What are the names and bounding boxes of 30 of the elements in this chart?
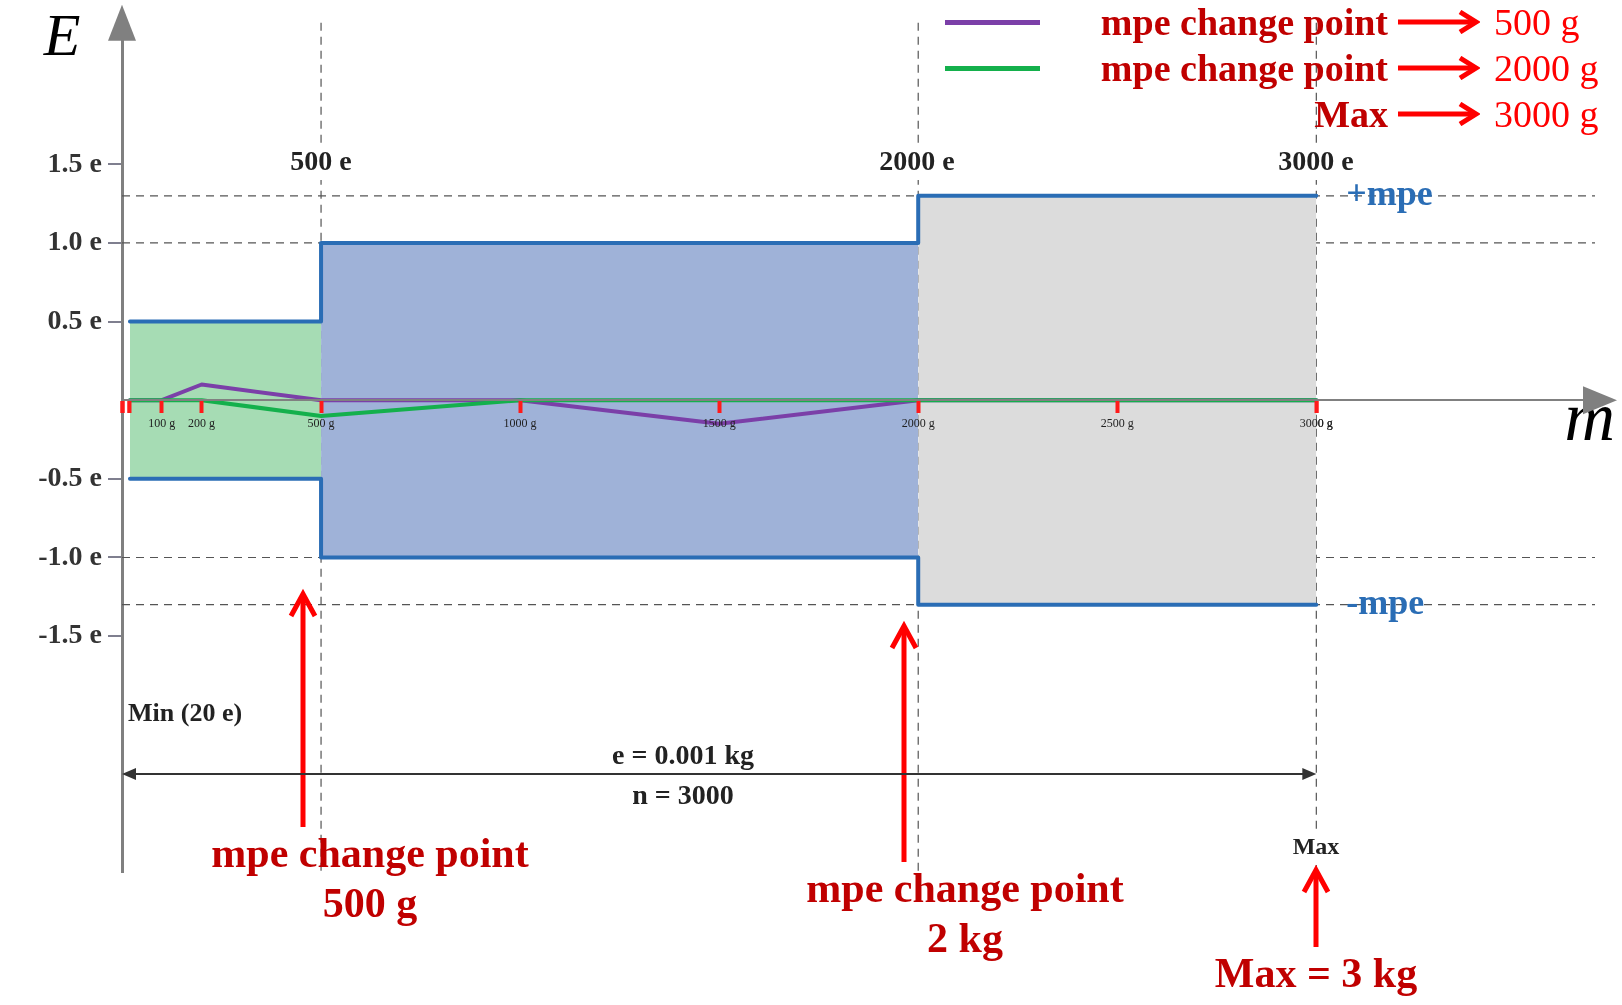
annotation: 3000 g [1494, 92, 1600, 136]
y-axis-title: E [42, 2, 81, 68]
y-tick-label: 1.0 e [47, 225, 102, 257]
annotation: 2000 e [879, 145, 955, 177]
annotation: e = 0.001 kg [612, 739, 754, 771]
x-tick-label: 200 g [188, 415, 216, 430]
annotation: mpe change point 2 kg [806, 864, 1124, 961]
text: Max = 3 kg [1214, 949, 1418, 996]
x-tick-label: 100 g [148, 415, 176, 430]
annotation: 500 g [1494, 0, 1581, 44]
y-tick-label: -0.5 e [38, 461, 102, 493]
annotation: Min (20 e) [128, 697, 243, 727]
annotation: 500 e [290, 145, 352, 177]
annotation: n = 3000 [632, 779, 734, 811]
annotation: Max [1292, 833, 1340, 860]
y-tick-label: -1.5 e [38, 618, 102, 650]
legend-label: mpe change point [1099, 0, 1388, 44]
annotation: Max [1313, 92, 1388, 136]
legend-label: mpe change point [1099, 46, 1388, 90]
annotation: mpe change point 500 g [211, 829, 529, 926]
y-tick-label: -1.0 e [38, 539, 102, 571]
x-tick-label: 2500 g [1100, 415, 1134, 430]
x-tick-label: 3000 g [1299, 415, 1333, 430]
annotation: 2000 g [1494, 46, 1600, 90]
y-tick-label: 1.5 e [47, 146, 102, 178]
series-label: -mpe [1346, 581, 1425, 622]
y-tick-label: 0.5 e [47, 303, 102, 335]
x-tick-label: 500 g [307, 415, 335, 430]
x-tick-label: 1000 g [503, 415, 537, 430]
x-tick-label: 2000 g [901, 415, 935, 430]
